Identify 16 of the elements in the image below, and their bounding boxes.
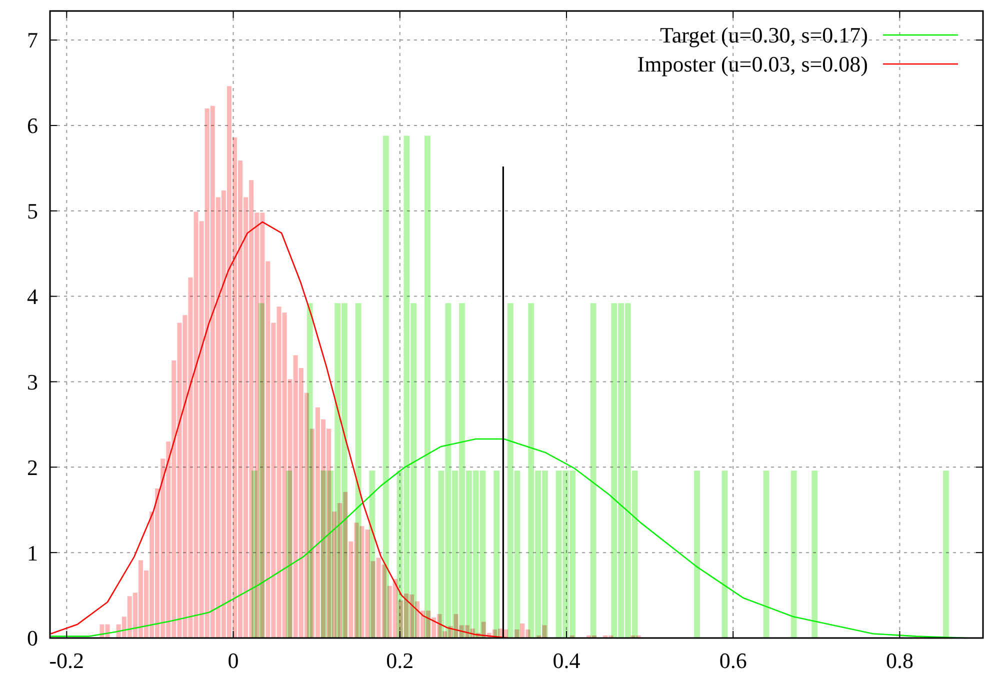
x-tick-label: 0.6 [719, 648, 747, 673]
legend-label: Imposter (u=0.03, s=0.08) [637, 52, 868, 77]
y-tick-label: 7 [27, 28, 38, 53]
x-tick-label: 0.8 [886, 648, 914, 673]
y-tick-label: 6 [27, 113, 38, 138]
y-tick-label: 3 [27, 369, 38, 394]
legend-label: Target (u=0.30, s=0.17) [660, 22, 868, 48]
y-tick-label: 4 [27, 284, 38, 310]
y-tick-label: 5 [27, 198, 38, 224]
y-tick-label: 1 [27, 540, 38, 566]
x-tick-label: 0.2 [386, 648, 414, 673]
x-tick-label: 0 [228, 648, 239, 673]
x-tick-label: -0.2 [49, 648, 84, 673]
y-tick-label: 2 [27, 454, 38, 480]
x-tick-label: 0.4 [552, 648, 580, 673]
y-tick-label: 0 [27, 626, 38, 651]
